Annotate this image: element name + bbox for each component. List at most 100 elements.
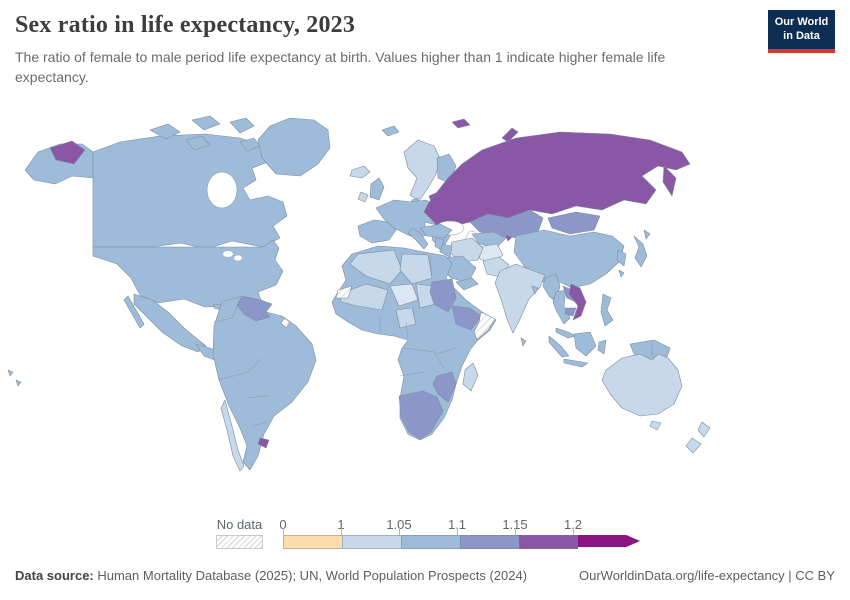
country-ireland[interactable] xyxy=(357,191,369,203)
arctic-island[interactable] xyxy=(191,115,221,131)
region-western-sahara[interactable] xyxy=(335,285,353,299)
legend-tick-mark xyxy=(283,528,284,535)
legend-tick-label: 1.05 xyxy=(386,517,412,532)
country-italy[interactable] xyxy=(407,227,429,250)
legend-bin-1.15–1.2[interactable] xyxy=(519,535,578,549)
legend-tick-label: 1.15 xyxy=(502,517,528,532)
no-data-swatch[interactable] xyxy=(216,535,263,549)
page-title: Sex ratio in life expectancy, 2023 xyxy=(15,12,356,38)
island-taiwan[interactable] xyxy=(618,269,625,278)
island-svalbard[interactable] xyxy=(381,125,400,137)
legend-bin-0–1[interactable] xyxy=(283,535,342,549)
legend-tick-mark xyxy=(573,528,574,535)
owid-logo-line2: in Data xyxy=(783,29,820,42)
region-mali-mauritania[interactable] xyxy=(339,283,389,311)
data-source-note: Data source: Human Mortality Database (2… xyxy=(15,568,527,583)
country-iceland[interactable] xyxy=(349,165,371,179)
data-source-label: Data source: xyxy=(15,568,94,583)
region-levant[interactable] xyxy=(434,237,445,251)
country-mongolia[interactable] xyxy=(547,211,601,235)
legend-bin-1.2+[interactable] xyxy=(578,535,640,547)
legend-bin-1–1.05[interactable] xyxy=(342,535,401,549)
region-norway-sweden[interactable] xyxy=(403,139,442,202)
country-algeria[interactable] xyxy=(349,249,403,285)
no-data-label: No data xyxy=(216,517,263,532)
map-legend: No data 0 1 1.05 1.1 1.15 1.2 xyxy=(0,515,850,555)
legend-tick-label: 1.2 xyxy=(563,517,583,532)
country-australia[interactable] xyxy=(601,353,683,417)
pacific-island[interactable] xyxy=(15,379,22,387)
legend-bin-1.1–1.15[interactable] xyxy=(460,535,519,549)
country-libya[interactable] xyxy=(399,253,433,285)
arctic-island[interactable] xyxy=(149,123,181,140)
data-source-text: Human Mortality Database (2025); UN, Wor… xyxy=(93,568,528,583)
arctic-island[interactable] xyxy=(185,135,211,151)
country-philippines[interactable] xyxy=(600,293,614,327)
country-vietnam[interactable] xyxy=(568,283,587,321)
country-somalia[interactable] xyxy=(473,311,496,341)
world-map xyxy=(0,108,850,508)
country-new-zealand[interactable] xyxy=(697,421,711,438)
legend-bin-1.05–1.1[interactable] xyxy=(401,535,460,549)
country-niger[interactable] xyxy=(389,283,419,307)
great-lakes xyxy=(234,255,242,261)
region-mozambique-zimbabwe[interactable] xyxy=(432,371,457,403)
country-bangladesh[interactable] xyxy=(531,285,539,295)
country-canada[interactable] xyxy=(92,133,288,250)
region-central-asia[interactable] xyxy=(471,231,507,248)
page-subtitle: The ratio of female to male period life … xyxy=(15,49,666,85)
country-cambodia[interactable] xyxy=(564,307,577,317)
great-lakes xyxy=(223,251,233,257)
owid-logo-line1: Our World xyxy=(774,16,829,28)
country-ethiopia[interactable] xyxy=(451,305,482,331)
legend-tick-mark xyxy=(399,528,400,535)
country-india[interactable] xyxy=(494,263,546,334)
arctic-island-russia[interactable] xyxy=(451,118,471,129)
legend-tick-label: 0 xyxy=(279,517,287,532)
legend-tick-label: 1 xyxy=(337,517,345,532)
country-borders xyxy=(379,255,457,377)
arctic-island[interactable] xyxy=(229,117,255,134)
island-java[interactable] xyxy=(563,358,589,368)
region-korea[interactable] xyxy=(616,249,627,267)
owid-logo[interactable]: Our World in Data xyxy=(768,10,835,53)
country-kyrgyzstan[interactable] xyxy=(504,234,513,242)
country-greenland[interactable] xyxy=(257,117,331,177)
region-iberia[interactable] xyxy=(357,219,397,244)
country-nigeria[interactable] xyxy=(395,307,417,329)
legend-tick-mark xyxy=(457,528,458,535)
legend-tick-label: 1.1 xyxy=(447,517,467,532)
country-chile[interactable] xyxy=(220,399,245,472)
country-russia[interactable] xyxy=(423,131,691,231)
island-tasmania[interactable] xyxy=(649,420,662,431)
region-kamchatka[interactable] xyxy=(662,165,677,197)
hudson-bay xyxy=(206,171,238,209)
country-borders xyxy=(213,304,269,427)
country-new-zealand[interactable] xyxy=(685,437,702,454)
country-venezuela[interactable] xyxy=(236,296,272,322)
baja-california[interactable] xyxy=(123,295,145,329)
region-yemen-oman[interactable] xyxy=(455,277,479,291)
region-southern-africa[interactable] xyxy=(398,390,444,440)
island-sumatra[interactable] xyxy=(548,335,570,358)
country-uruguay[interactable] xyxy=(257,437,270,449)
license-link[interactable]: OurWorldinData.org/life-expectancy | CC … xyxy=(578,568,835,583)
country-uk[interactable] xyxy=(369,177,385,201)
country-turkey[interactable] xyxy=(419,223,453,239)
country-japan[interactable] xyxy=(633,235,648,268)
arctic-island-russia[interactable] xyxy=(501,127,519,143)
country-madagascar[interactable] xyxy=(462,362,479,392)
region-chukotka[interactable] xyxy=(49,140,86,165)
island-hokkaido[interactable] xyxy=(643,229,651,240)
legend-color-bar xyxy=(283,535,640,549)
region-french-guiana[interactable] xyxy=(280,317,291,329)
page-header: Sex ratio in life expectancy, 2023 The r… xyxy=(15,12,755,87)
country-malaysia[interactable] xyxy=(555,327,577,339)
island-sulawesi[interactable] xyxy=(597,339,607,355)
legend-tick-mark xyxy=(341,528,342,535)
island-borneo[interactable] xyxy=(573,331,597,357)
island-sri-lanka[interactable] xyxy=(520,337,527,347)
pacific-island[interactable] xyxy=(7,369,14,377)
country-sudan[interactable] xyxy=(429,278,457,313)
